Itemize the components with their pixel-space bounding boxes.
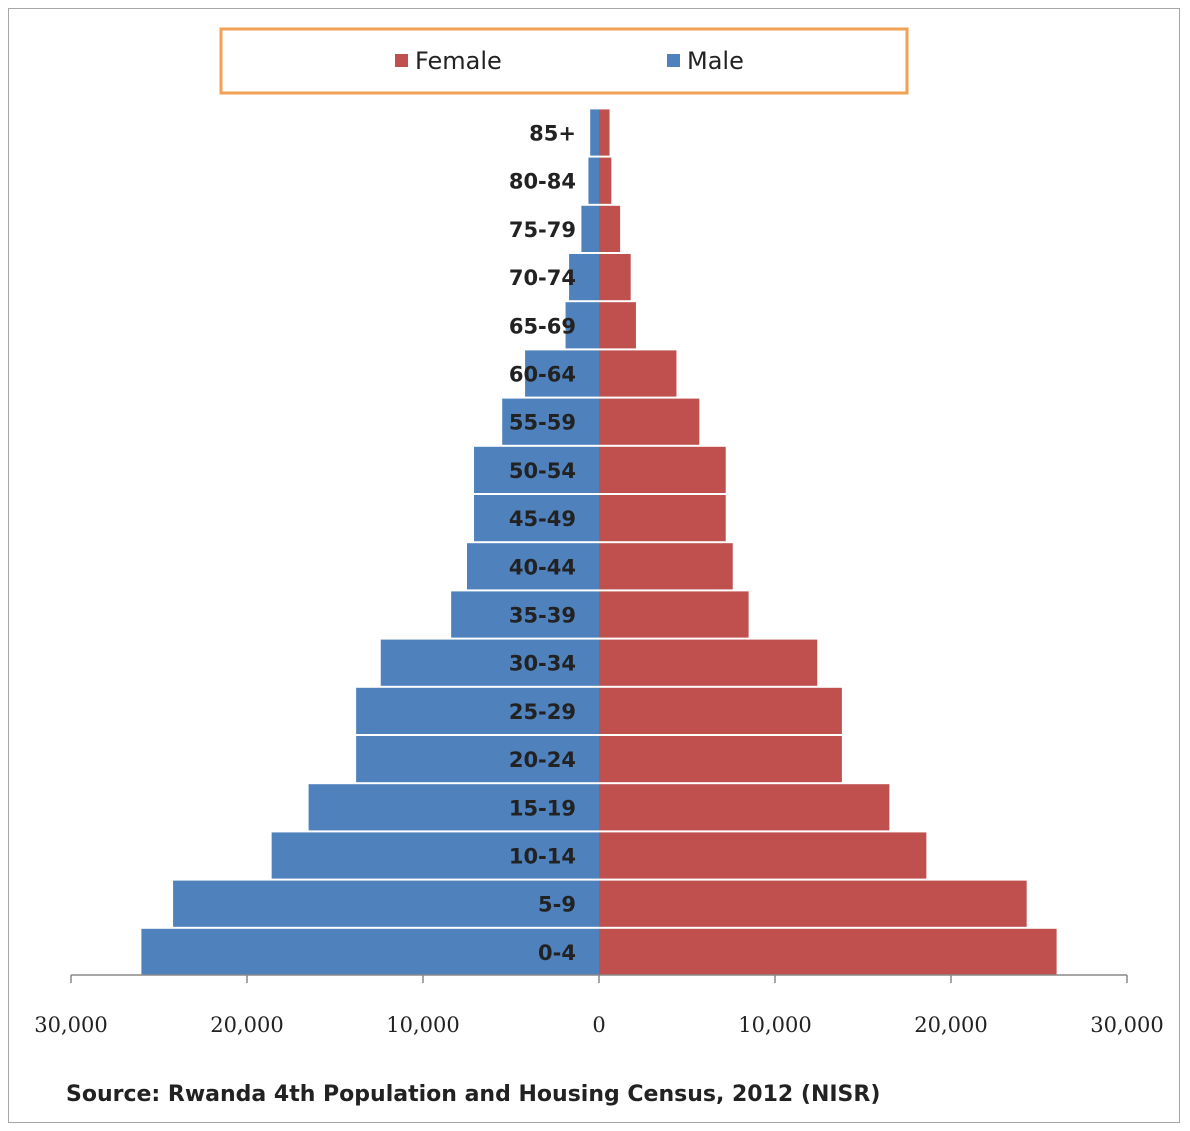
bar-male-70-74 — [569, 254, 599, 301]
bar-male-75-79 — [581, 205, 599, 252]
bar-male-25-29 — [356, 687, 599, 734]
bar-male-15-19 — [308, 784, 599, 831]
bar-male-40-44 — [467, 543, 599, 590]
age-label-85plus: 85+ — [529, 122, 576, 146]
age-label-15-19: 15-19 — [509, 796, 576, 820]
chart-frame: Female Male 0-4 5-9 10-14 15-19 20-24 25-29 30… — [8, 8, 1180, 1123]
age-label-20-24: 20-24 — [509, 748, 576, 772]
bar-male-35-39 — [451, 591, 599, 638]
bar-male-30-34 — [380, 639, 599, 686]
age-label-5-9: 5-9 — [538, 893, 576, 917]
bar-female-50-54 — [599, 446, 726, 493]
bar-male-55-59 — [502, 398, 599, 445]
age-labels-group: 0-4 5-9 10-14 15-19 20-24 25-29 30-34 35-39 40-4… — [509, 122, 576, 965]
age-label-25-29: 25-29 — [509, 700, 576, 724]
bar-female-55-59 — [599, 398, 700, 445]
bar-male-45-49 — [474, 495, 599, 542]
bar-male-5-9 — [173, 880, 599, 927]
legend-box — [219, 27, 909, 95]
bar-male-80-84 — [588, 157, 599, 204]
bar-female-65-69 — [599, 302, 636, 349]
bar-female-45-49 — [599, 495, 726, 542]
bar-female-60-64 — [599, 350, 677, 397]
age-label-50-54: 50-54 — [509, 459, 576, 483]
bar-male-50-54 — [474, 446, 599, 493]
age-label-40-44: 40-44 — [509, 555, 576, 579]
bar-female-0-4 — [599, 928, 1057, 975]
x-axis: 30,000 20,000 10,000 0 10,000 20,000 30,000 — [34, 974, 1164, 1037]
legend: Female Male — [219, 27, 909, 95]
bar-female-15-19 — [599, 784, 890, 831]
source-note: Source: Rwanda 4th Population and Housin… — [66, 1082, 880, 1107]
x-tick-label: 20,000 — [914, 1013, 987, 1037]
age-label-45-49: 45-49 — [509, 507, 576, 531]
x-tick-label: 10,000 — [386, 1013, 459, 1037]
age-label-75-79: 75-79 — [509, 218, 576, 242]
x-tick-label: 20,000 — [210, 1013, 283, 1037]
age-label-55-59: 55-59 — [509, 411, 576, 435]
x-tick-label: 30,000 — [1090, 1013, 1163, 1037]
bar-female-70-74 — [599, 254, 631, 301]
bars-group — [141, 109, 1057, 975]
x-tick-label: 10,000 — [738, 1013, 811, 1037]
bar-male-20-24 — [356, 736, 599, 783]
legend-swatch-male — [667, 54, 680, 67]
bar-male-60-64 — [525, 350, 599, 397]
x-tick-label: 30,000 — [34, 1013, 107, 1037]
age-label-70-74: 70-74 — [509, 266, 576, 290]
bar-female-75-79 — [599, 205, 621, 252]
bar-female-5-9 — [599, 880, 1027, 927]
legend-swatch-female — [395, 54, 408, 67]
bar-male-0-4 — [141, 928, 599, 975]
population-pyramid-chart: Female Male 0-4 5-9 10-14 15-19 20-24 25-29 30… — [34, 27, 1164, 1107]
legend-label-male: Male — [687, 47, 744, 75]
bar-male-85plus — [590, 109, 599, 156]
age-label-80-84: 80-84 — [509, 170, 576, 194]
age-label-10-14: 10-14 — [509, 845, 576, 869]
bar-female-40-44 — [599, 543, 733, 590]
bar-male-65-69 — [565, 302, 599, 349]
bar-female-20-24 — [599, 736, 842, 783]
bar-female-35-39 — [599, 591, 749, 638]
bar-female-80-84 — [599, 157, 612, 204]
age-label-60-64: 60-64 — [509, 363, 576, 387]
bar-female-10-14 — [599, 832, 927, 879]
bar-female-25-29 — [599, 687, 842, 734]
bar-female-30-34 — [599, 639, 818, 686]
x-tick-label: 0 — [592, 1013, 605, 1037]
age-label-35-39: 35-39 — [509, 604, 576, 628]
age-label-0-4: 0-4 — [538, 941, 576, 965]
bar-male-10-14 — [271, 832, 599, 879]
legend-label-female: Female — [415, 47, 502, 75]
bar-female-85plus — [599, 109, 610, 156]
age-label-30-34: 30-34 — [509, 652, 576, 676]
age-label-65-69: 65-69 — [509, 314, 576, 338]
